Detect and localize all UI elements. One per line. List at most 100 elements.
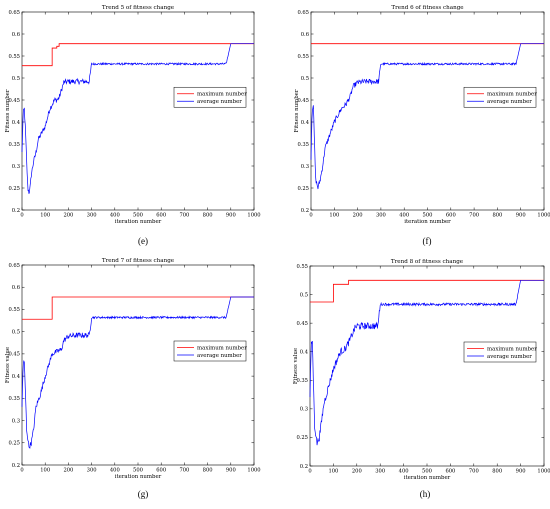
y-tick-label: 0.55 [296, 264, 308, 270]
y-tick-label: 0.65 [8, 10, 20, 16]
legend-entry: maximum number [197, 92, 247, 98]
x-axis-label: iteration number [115, 474, 162, 480]
y-tick-label: 0.35 [8, 142, 20, 148]
chart-panel-4: Trend 8 of fitness change 0 100 200 300 400 50… [293, 259, 550, 481]
y-tick-label: 0.5 [12, 76, 20, 82]
series-line-maximum [22, 43, 254, 67]
x-axis-label: iteration number [404, 475, 451, 481]
y-tick-label: 0.5 [12, 329, 20, 335]
y-tick-label: 0.2 [12, 208, 20, 214]
x-tick-label: 700 [179, 213, 189, 219]
y-tick-label: 0.3 [12, 418, 20, 424]
x-tick-label: 600 [156, 213, 166, 219]
series-line-average [310, 43, 544, 190]
x-tick-label: 600 [446, 213, 456, 219]
x-tick-label: 500 [133, 468, 143, 474]
chart-title: Trend 6 of fitness change [391, 5, 464, 11]
y-tick-label: 0.3 [300, 407, 308, 413]
chart-panel-2: Trend 6 of fitness change 0 100 200 300 400 50… [294, 5, 550, 225]
chart-title: Trend 7 of fitness change [102, 258, 175, 264]
series-line-average [21, 296, 254, 449]
x-tick-label: 1000 [247, 213, 260, 219]
x-tick-label: 900 [226, 468, 236, 474]
x-tick-label: 0 [308, 469, 311, 475]
y-tick-label: 0.2 [12, 463, 20, 469]
y-tick-label: 0.3 [12, 164, 20, 170]
y-tick-label: 0.4 [12, 374, 21, 380]
x-tick-label: 0 [309, 213, 312, 219]
x-tick-label: 800 [203, 213, 213, 219]
plot-frame [21, 264, 255, 466]
y-axis-label: Fitness value [5, 347, 11, 383]
legend-box [463, 86, 537, 108]
x-tick-label: 300 [376, 213, 386, 219]
x-tick-label: 400 [110, 468, 120, 474]
y-tick-label: 0.6 [12, 32, 20, 38]
x-tick-label: 900 [226, 213, 236, 219]
x-axis-label: iteration number [404, 219, 451, 225]
y-tick-label: 0.35 [296, 378, 308, 384]
y-tick-label: 0.55 [8, 54, 20, 60]
y-tick-label: 0.45 [297, 98, 309, 104]
legend-entry: maximum number [487, 346, 537, 352]
x-tick-label: 300 [87, 468, 97, 474]
y-tick-label: 0.2 [301, 208, 309, 214]
y-tick-label: 0.3 [301, 164, 309, 170]
x-tick-label: 500 [422, 469, 432, 475]
y-tick-label: 0.35 [297, 142, 309, 148]
panel-label: (e) [138, 236, 148, 246]
chart-panel-3: Trend 7 of fitness change 0 100 200 300 400 50… [5, 258, 261, 480]
legend-box [173, 340, 247, 362]
x-tick-label: 200 [63, 468, 73, 474]
x-tick-label: 600 [156, 468, 166, 474]
x-tick-label: 1000 [537, 469, 550, 475]
x-tick-label: 300 [87, 213, 97, 219]
x-tick-label: 900 [516, 469, 526, 475]
chart-title: Trend 5 of fitness change [102, 5, 175, 11]
y-axis-label: Fitness number [5, 89, 11, 132]
y-tick-label: 0.4 [12, 120, 21, 126]
chart-panel-1: Trend 5 of fitness change 0 100 200 300 400 50… [5, 5, 261, 225]
y-tick-label: 0.5 [300, 292, 308, 298]
y-axis-label: Fitness value [293, 348, 299, 384]
x-tick-label: 900 [516, 213, 526, 219]
y-tick-label: 0.25 [296, 435, 308, 441]
x-tick-label: 800 [492, 213, 502, 219]
y-tick-label: 0.2 [300, 464, 308, 470]
legend-entry: average number [197, 99, 242, 105]
x-tick-label: 800 [492, 469, 502, 475]
chart-title: Trend 8 of fitness change [391, 259, 464, 265]
y-tick-label: 0.6 [301, 32, 309, 38]
y-tick-label: 0.65 [297, 10, 309, 16]
y-tick-label: 0.25 [8, 186, 20, 192]
legend-box [463, 341, 537, 363]
panel-label: (h) [420, 489, 431, 499]
x-tick-label: 700 [179, 468, 189, 474]
x-tick-label: 500 [423, 213, 433, 219]
panel-label: (f) [423, 236, 432, 246]
x-tick-label: 500 [133, 213, 143, 219]
x-tick-label: 200 [353, 213, 363, 219]
y-tick-label: 0.25 [8, 441, 20, 447]
y-tick-label: 0.4 [301, 120, 310, 126]
plot-frame [309, 265, 545, 467]
y-tick-label: 0.65 [8, 263, 20, 269]
legend-entry: maximum number [487, 92, 537, 98]
y-tick-label: 0.55 [297, 54, 309, 60]
x-tick-label: 100 [40, 213, 50, 219]
y-axis-label: Fitness number [294, 89, 300, 132]
y-tick-label: 0.55 [8, 307, 20, 313]
x-tick-label: 200 [352, 469, 362, 475]
legend-entry: average number [487, 354, 532, 360]
plot-frame [310, 11, 545, 211]
legend-entry: average number [487, 99, 532, 105]
series-line-maximum [310, 279, 544, 303]
panel-label: (g) [138, 489, 149, 499]
y-tick-label: 0.5 [301, 76, 309, 82]
series-line-average [21, 43, 254, 194]
x-tick-label: 400 [399, 469, 409, 475]
